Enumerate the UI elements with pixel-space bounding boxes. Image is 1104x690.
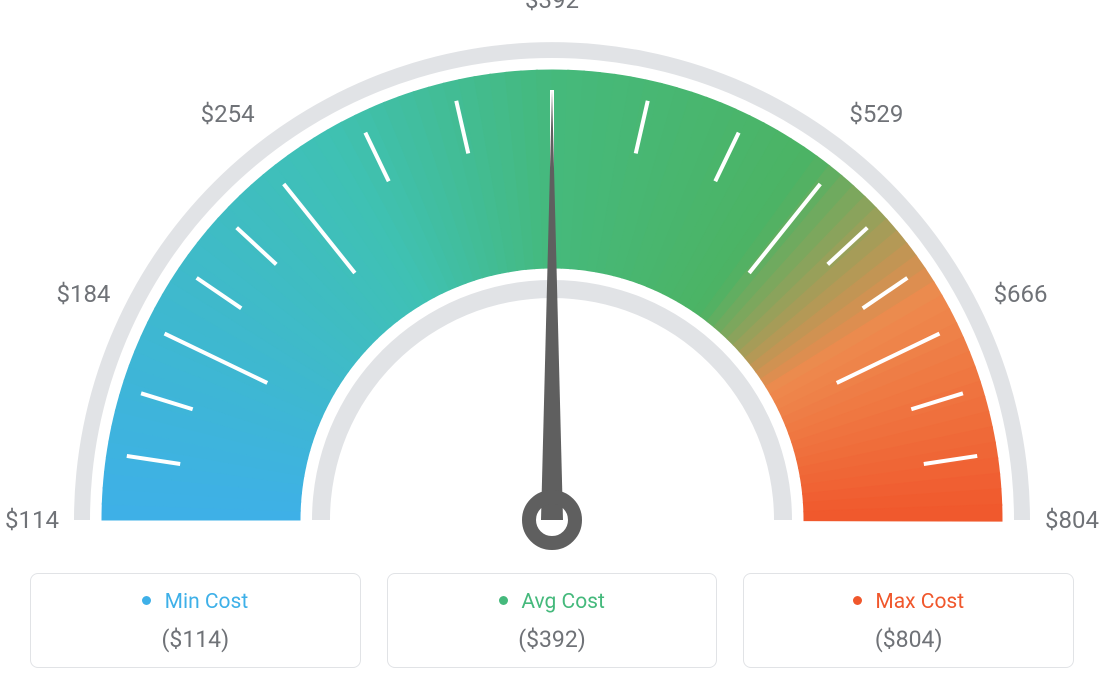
gauge-svg [0,0,1104,570]
legend-card-max: Max Cost ($804) [743,573,1074,668]
legend-value-min: ($114) [31,626,360,653]
dot-icon [499,596,508,605]
legend-title-text: Min Cost [165,590,249,614]
legend-row: Min Cost ($114) Avg Cost ($392) Max Cost… [30,573,1074,668]
tick-label: $666 [994,280,1048,308]
legend-title-max: Max Cost [744,590,1073,614]
tick-label: $184 [56,280,110,308]
legend-title-min: Min Cost [31,590,360,614]
legend-value-avg: ($392) [388,626,717,653]
gauge-chart-wrapper: $114 $184 $254 $392 $529 $666 $804 Min Cost ($… [0,0,1104,690]
dot-icon [853,596,862,605]
legend-card-min: Min Cost ($114) [30,573,361,668]
legend-title-text: Max Cost [875,590,964,614]
tick-label: $114 [5,506,59,534]
tick-label: $529 [849,100,903,128]
tick-label: $804 [1045,506,1099,534]
gauge-area: $114 $184 $254 $392 $529 $666 $804 [0,0,1104,570]
legend-value-max: ($804) [744,626,1073,653]
dot-icon [142,596,151,605]
legend-card-avg: Avg Cost ($392) [387,573,718,668]
legend-title-avg: Avg Cost [388,590,717,614]
legend-title-text: Avg Cost [521,590,605,614]
tick-label: $392 [525,0,579,14]
tick-label: $254 [201,100,255,128]
